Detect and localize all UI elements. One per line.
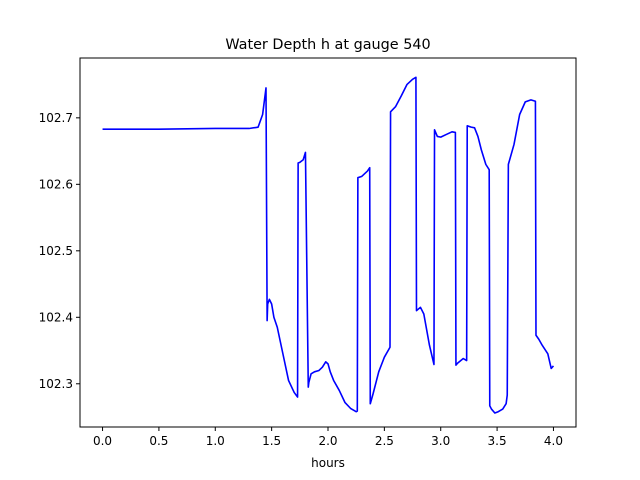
x-tick-label: 0.5 [149,434,168,448]
y-tick-label: 102.5 [39,244,73,258]
x-tick-label: 3.5 [488,434,507,448]
y-tick-label: 102.7 [39,111,73,125]
y-tick-label: 102.4 [39,310,73,324]
x-tick-label: 1.5 [262,434,281,448]
y-tick-label: 102.3 [39,377,73,391]
x-tick-label: 2.5 [375,434,394,448]
x-tick-label: 4.0 [544,434,563,448]
x-tick-label: 2.0 [318,434,337,448]
x-axis-label: hours [311,456,345,470]
y-axis-ticks: 102.3 102.4 102.5 102.6 102.7 [39,111,80,391]
x-tick-label: 0.0 [93,434,112,448]
series-line-water-depth [102,76,555,414]
x-tick-label: 3.0 [431,434,450,448]
y-tick-label: 102.6 [39,177,73,191]
chart-title: Water Depth h at gauge 540 [225,37,430,53]
x-tick-label: 1.0 [206,434,225,448]
plot-area: 0.0 0.5 1.0 1.5 2.0 2.5 3.0 3.5 4.0 102.3102.410… [39,57,577,448]
x-axis-ticks: 0.0 0.5 1.0 1.5 2.0 2.5 3.0 3.5 4.0 [93,427,563,448]
